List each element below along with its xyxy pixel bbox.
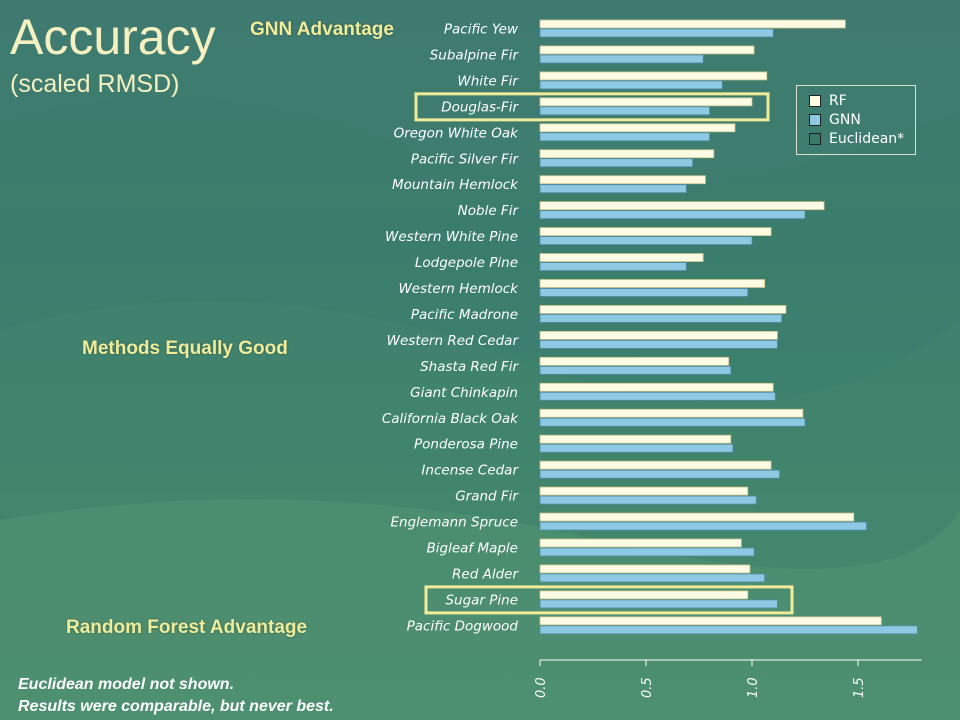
category-label-red-alder: Red Alder xyxy=(452,566,519,582)
highlight-box-sugar-pine xyxy=(424,585,794,615)
legend-swatch-rf xyxy=(809,95,821,107)
legend-item-gnn: GNN xyxy=(809,111,861,129)
bar-gnn-incense-cedar xyxy=(539,469,781,479)
footnote-line-1: Euclidean model not shown. xyxy=(18,676,235,693)
bar-rf-subalpine-fir xyxy=(539,45,755,55)
rf-advantage-callout: Random Forest Advantage xyxy=(66,617,308,638)
bar-rf-englemann-spruce xyxy=(539,512,855,522)
bar-gnn-douglas-fir xyxy=(539,106,711,116)
category-label-mountain-hemlock: Mountain Hemlock xyxy=(392,177,519,193)
bar-gnn-california-black-oak xyxy=(539,417,806,427)
slide-subtitle: (scaled RMSD) xyxy=(10,70,180,98)
bar-rf-grand-fir xyxy=(539,486,749,496)
bar-rf-ponderosa-pine xyxy=(539,434,732,444)
bar-rf-douglas-fir xyxy=(539,97,753,107)
bar-gnn-western-white-pine xyxy=(539,236,753,246)
category-label-pacific-silver-fir: Pacific Silver Fir xyxy=(411,151,520,167)
gnn-advantage-callout: GNN Advantage xyxy=(250,19,394,40)
footnote: Euclidean model not shown. Results were … xyxy=(18,674,334,718)
x-tick-label-3: 1.5 xyxy=(852,677,867,698)
bar-gnn-sugar-pine xyxy=(539,599,778,609)
category-label-pacific-madrone: Pacific Madrone xyxy=(411,307,518,323)
bar-gnn-pacific-dogwood xyxy=(539,625,918,635)
category-label-western-red-cedar: Western Red Cedar xyxy=(387,333,520,349)
bar-rf-noble-fir xyxy=(539,201,825,211)
category-label-subalpine-fir: Subalpine Fir xyxy=(430,47,520,63)
legend-label-gnn: GNN xyxy=(829,112,861,128)
legend-label-rf: RF xyxy=(829,93,847,109)
bar-gnn-pacific-silver-fir xyxy=(539,158,694,168)
bar-gnn-shasta-red-fir xyxy=(539,365,732,375)
bar-rf-western-white-pine xyxy=(539,227,772,237)
category-label-pacific-dogwood: Pacific Dogwood xyxy=(407,618,519,634)
bar-gnn-giant-chinkapin xyxy=(539,391,776,401)
legend-swatch-euclidean xyxy=(809,133,821,145)
bar-rf-mountain-hemlock xyxy=(539,175,706,185)
category-label-western-white-pine: Western White Pine xyxy=(385,229,518,245)
bar-rf-oregon-white-oak xyxy=(539,123,736,133)
bar-rf-red-alder xyxy=(539,564,751,574)
bar-gnn-western-red-cedar xyxy=(539,339,778,349)
bar-rf-pacific-madrone xyxy=(539,305,787,314)
bar-rf-shasta-red-fir xyxy=(539,356,730,366)
bar-rf-western-red-cedar xyxy=(539,330,778,340)
category-label-sugar-pine: Sugar Pine xyxy=(445,592,518,608)
category-label-pacific-yew: Pacific Yew xyxy=(444,22,519,38)
category-label-lodgepole-pine: Lodgepole Pine xyxy=(415,255,518,271)
bar-gnn-red-alder xyxy=(539,573,766,583)
bar-rf-california-black-oak xyxy=(539,408,804,418)
bar-gnn-ponderosa-pine xyxy=(539,443,734,453)
footnote-line-2: Results were comparable, but never best. xyxy=(18,698,334,715)
category-label-oregon-white-oak: Oregon White Oak xyxy=(394,125,520,141)
x-tick-label-2: 1.0 xyxy=(746,677,761,698)
bar-rf-incense-cedar xyxy=(539,460,772,470)
chart-legend: RF GNN Euclidean* xyxy=(796,85,916,155)
bar-rf-lodgepole-pine xyxy=(539,253,704,262)
category-label-white-fir: White Fir xyxy=(457,73,519,89)
bar-gnn-bigleaf-maple xyxy=(539,547,755,557)
bar-rf-pacific-silver-fir xyxy=(539,149,715,159)
x-tick-label-1: 0.5 xyxy=(640,677,655,698)
category-label-bigleaf-maple: Bigleaf Maple xyxy=(426,541,518,557)
bar-gnn-mountain-hemlock xyxy=(539,184,687,194)
legend-label-euclidean: Euclidean* xyxy=(829,131,905,147)
legend-item-rf: RF xyxy=(809,92,847,110)
bar-gnn-pacific-yew xyxy=(539,28,774,38)
bar-gnn-grand-fir xyxy=(539,495,757,505)
bar-gnn-lodgepole-pine xyxy=(539,262,687,271)
x-tick-label-0: 0.0 xyxy=(534,677,549,698)
category-label-douglas-fir: Douglas-Fir xyxy=(441,99,519,115)
category-label-shasta-red-fir: Shasta Red Fir xyxy=(420,359,519,375)
bar-gnn-pacific-madrone xyxy=(539,314,783,323)
slide-title: Accuracy xyxy=(10,9,216,65)
bar-rf-pacific-yew xyxy=(539,19,846,29)
category-label-incense-cedar: Incense Cedar xyxy=(421,463,519,479)
methods-equal-callout: Methods Equally Good xyxy=(82,338,288,359)
category-label-california-black-oak: California Black Oak xyxy=(382,411,519,427)
bar-rf-western-hemlock xyxy=(539,279,766,288)
bar-gnn-white-fir xyxy=(539,80,723,90)
bar-rf-white-fir xyxy=(539,71,768,81)
bar-rf-bigleaf-maple xyxy=(539,538,742,548)
bar-gnn-subalpine-fir xyxy=(539,54,704,64)
bar-gnn-noble-fir xyxy=(539,210,806,220)
category-label-noble-fir: Noble Fir xyxy=(458,203,520,219)
bar-rf-giant-chinkapin xyxy=(539,382,774,392)
legend-swatch-gnn xyxy=(809,114,821,126)
category-label-western-hemlock: Western Hemlock xyxy=(398,281,519,297)
bar-gnn-oregon-white-oak xyxy=(539,132,711,142)
bar-gnn-western-hemlock xyxy=(539,288,749,297)
bar-rf-pacific-dogwood xyxy=(539,616,882,626)
highlight-box-douglas-fir xyxy=(414,92,770,122)
category-label-giant-chinkapin: Giant Chinkapin xyxy=(410,385,518,401)
category-label-grand-fir: Grand Fir xyxy=(455,489,519,505)
bar-gnn-englemann-spruce xyxy=(539,521,867,531)
legend-item-euclidean: Euclidean* xyxy=(809,130,904,148)
category-label-ponderosa-pine: Ponderosa Pine xyxy=(414,437,518,453)
category-label-englemann-spruce: Englemann Spruce xyxy=(390,515,518,531)
bar-rf-sugar-pine xyxy=(539,590,749,600)
